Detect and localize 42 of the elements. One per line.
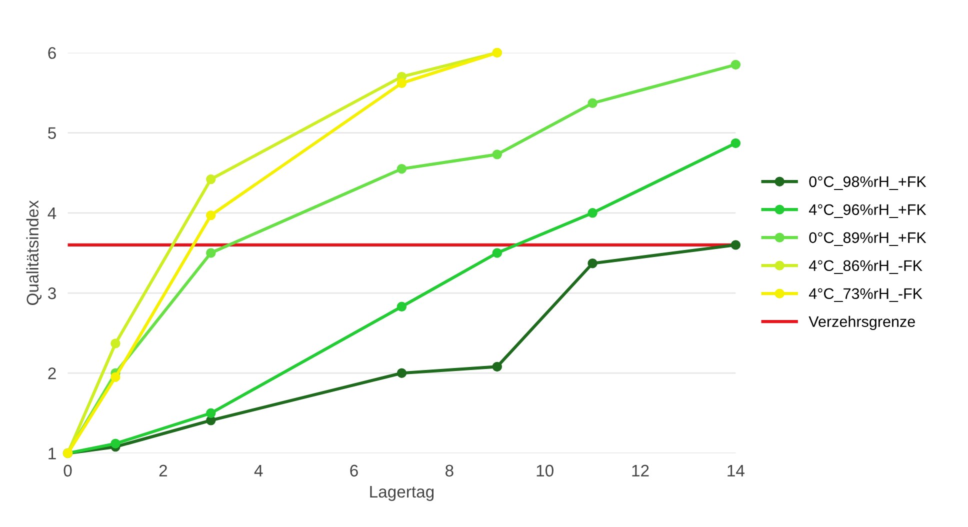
x-tick-label: 6 <box>350 464 358 477</box>
y-tick-label: 2 <box>48 368 56 380</box>
point <box>206 210 216 220</box>
point <box>396 78 407 88</box>
point <box>588 258 598 268</box>
x-tick-label: 0 <box>64 464 72 477</box>
y-tick-label: 5 <box>48 127 56 140</box>
point <box>730 240 741 250</box>
legend-label: 0°C_89%rH_+FK <box>809 232 926 246</box>
point <box>730 60 741 70</box>
point <box>206 408 216 418</box>
y-tick-label: 1 <box>48 448 56 460</box>
point <box>396 368 407 378</box>
legend-label: Verzehrsgrenze <box>808 316 915 330</box>
point <box>730 138 741 148</box>
point <box>110 372 120 382</box>
legend-label: 4°C_86%rH_-FK <box>808 260 922 274</box>
point <box>110 338 120 348</box>
x-tick-label: 8 <box>446 464 454 477</box>
point <box>588 208 598 218</box>
point <box>206 174 216 184</box>
point <box>396 164 407 174</box>
point <box>588 98 598 108</box>
point <box>492 150 502 160</box>
legend-label: 4°C_73%rH_-FK <box>808 288 922 302</box>
y-axis-title: Qualitätsindex <box>26 200 42 305</box>
x-tick-label: 10 <box>536 464 554 477</box>
x-axis-title: Lagertag <box>370 486 434 501</box>
y-tick-label: 4 <box>48 207 56 219</box>
x-tick-label: 2 <box>159 464 167 476</box>
point <box>492 362 502 372</box>
y-tick-label: 6 <box>48 47 56 59</box>
legend-label: 0°C_98%rH_+FK <box>809 176 926 190</box>
y-tick-label: 3 <box>48 287 56 300</box>
x-tick-label: 12 <box>632 464 649 476</box>
point <box>110 438 120 448</box>
point <box>492 248 502 258</box>
point <box>206 248 216 258</box>
x-tick-label: 14 <box>728 464 744 476</box>
legend-label: 4°C_96%rH_+FK <box>808 204 926 218</box>
x-tick-label: 4 <box>254 464 263 476</box>
point <box>396 302 407 312</box>
